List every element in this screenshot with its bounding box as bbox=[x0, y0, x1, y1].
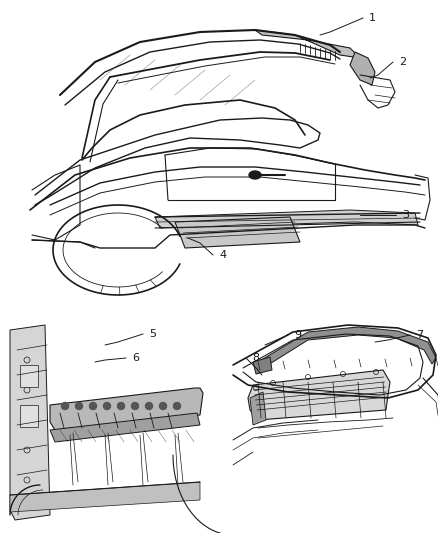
Text: 1: 1 bbox=[369, 13, 376, 23]
Polygon shape bbox=[250, 392, 266, 425]
Polygon shape bbox=[10, 482, 200, 512]
Text: 4: 4 bbox=[219, 250, 226, 260]
Polygon shape bbox=[253, 357, 272, 374]
Ellipse shape bbox=[249, 171, 261, 179]
Polygon shape bbox=[155, 210, 418, 228]
Circle shape bbox=[89, 402, 96, 409]
Polygon shape bbox=[10, 325, 50, 520]
Polygon shape bbox=[50, 388, 203, 430]
Polygon shape bbox=[248, 370, 390, 420]
Text: 6: 6 bbox=[132, 353, 139, 363]
Circle shape bbox=[173, 402, 180, 409]
Circle shape bbox=[159, 402, 166, 409]
Text: 5: 5 bbox=[149, 329, 156, 339]
Circle shape bbox=[103, 402, 110, 409]
Circle shape bbox=[61, 402, 68, 409]
Circle shape bbox=[75, 402, 82, 409]
Circle shape bbox=[117, 402, 124, 409]
Circle shape bbox=[145, 402, 152, 409]
FancyBboxPatch shape bbox=[20, 365, 38, 387]
Polygon shape bbox=[255, 30, 360, 58]
Polygon shape bbox=[50, 413, 200, 442]
Text: 9: 9 bbox=[294, 330, 301, 340]
Text: 8: 8 bbox=[252, 353, 259, 363]
Text: 7: 7 bbox=[416, 330, 423, 340]
FancyBboxPatch shape bbox=[20, 405, 38, 427]
Text: 2: 2 bbox=[399, 57, 406, 67]
Circle shape bbox=[131, 402, 138, 409]
Polygon shape bbox=[258, 327, 436, 370]
Polygon shape bbox=[350, 52, 375, 85]
Polygon shape bbox=[175, 217, 300, 248]
Text: 3: 3 bbox=[402, 210, 409, 220]
